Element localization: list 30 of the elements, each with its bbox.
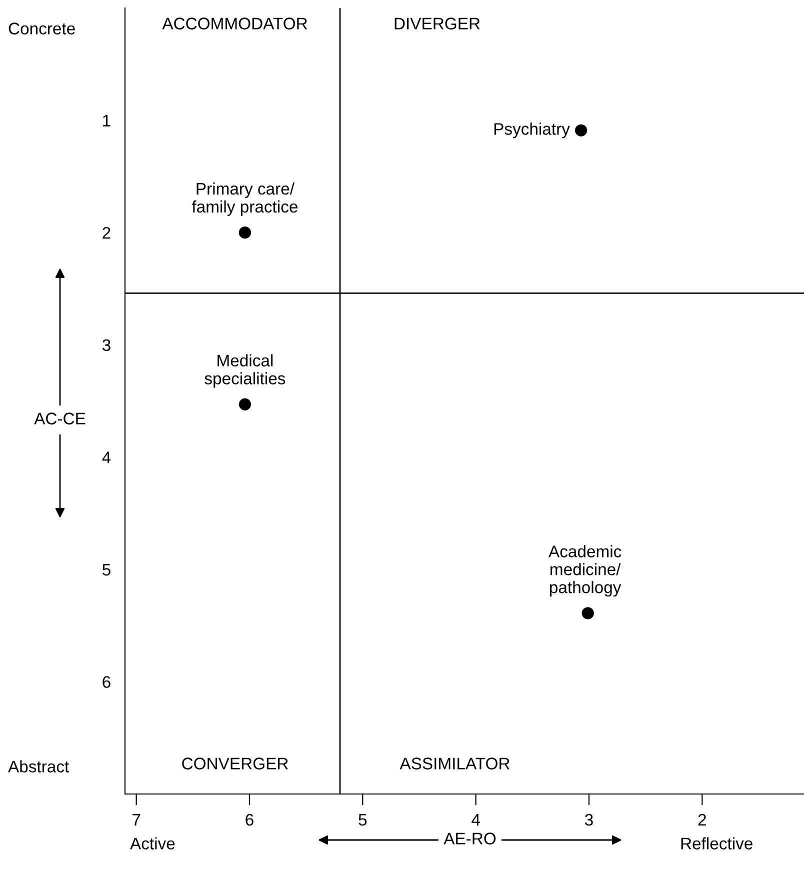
- series-label: Primary care/ family practice: [192, 182, 298, 216]
- series-label: Medical specialities: [204, 354, 286, 388]
- x-tick-label: 2: [698, 814, 706, 826]
- y-tick-label: 2: [102, 226, 110, 239]
- series-label: Psychiatry: [494, 122, 570, 138]
- annotation: DIVERGER: [394, 18, 480, 30]
- text: Active: [130, 837, 175, 850]
- y-tick-label: 3: [102, 339, 110, 352]
- point: [238, 226, 252, 239]
- y-tick-label: 6: [102, 676, 110, 688]
- y-axis-title: AC-CE: [34, 412, 86, 424]
- point: [574, 124, 588, 136]
- y-tick-label: 4: [102, 452, 111, 464]
- text: Abstract: [8, 760, 70, 772]
- x-tick-label: 3: [584, 814, 593, 826]
- x-tick-label: 5: [358, 814, 367, 826]
- annotation: ACCOMMODATOR: [162, 18, 308, 30]
- series-label: Academic medicine/ pathology: [548, 545, 622, 597]
- x-tick-label: 6: [246, 814, 254, 826]
- x-tick-label: 4: [472, 814, 480, 826]
- x-axis-title: AE-RO: [444, 832, 496, 844]
- text: Reflective: [681, 837, 752, 850]
- annotation: CONVERGER: [182, 758, 288, 770]
- x-tick-label: 7: [132, 814, 140, 826]
- y-tick-label: 5: [102, 564, 110, 576]
- point: [238, 398, 252, 410]
- annotation: ASSIMILATOR: [400, 758, 510, 770]
- text: Concrete: [8, 22, 75, 34]
- y-tick-label: 1: [103, 114, 110, 126]
- point: [582, 607, 594, 620]
